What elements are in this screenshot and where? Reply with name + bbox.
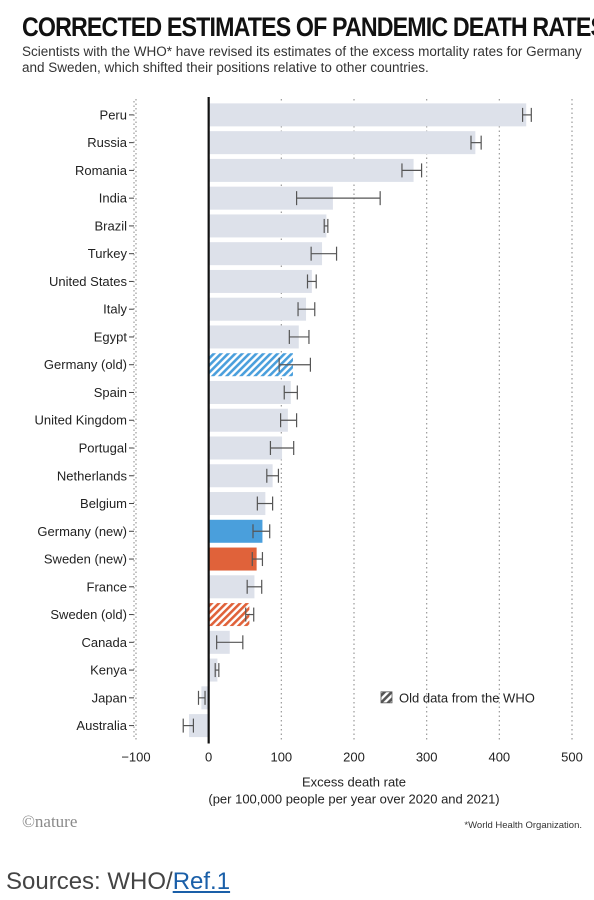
bar-germany-old — [208, 353, 293, 377]
error-bar-spain — [283, 385, 298, 400]
category-label: Australia — [76, 718, 127, 733]
category-label: United States — [49, 274, 128, 289]
x-tick-label: 0 — [205, 749, 212, 764]
error-bar-romania — [401, 163, 423, 178]
category-label: Peru — [100, 107, 127, 122]
error-bar-turkey — [310, 246, 338, 261]
category-label: Italy — [103, 302, 127, 317]
bar-russia — [208, 131, 476, 155]
error-bar-australia — [182, 718, 195, 733]
x-tick-label: 100 — [270, 749, 292, 764]
chart-subtitle: Scientists with the WHO* have revised it… — [22, 44, 582, 75]
error-bar-peru — [521, 107, 532, 122]
bar-united-kingdom — [208, 408, 288, 432]
category-label: Sweden (old) — [50, 607, 127, 622]
category-label: Germany (old) — [44, 357, 127, 372]
category-label: Turkey — [88, 246, 128, 261]
category-label: India — [99, 191, 128, 206]
chart-title: CORRECTED ESTIMATES OF PANDEMIC DEATH RA… — [22, 12, 594, 42]
bar-brazil — [208, 214, 327, 238]
category-labels: Peru Russia Romania India Brazil Turkey United… — [35, 107, 134, 733]
category-label: Germany (new) — [37, 524, 127, 539]
category-label: Brazil — [94, 218, 127, 233]
bar-netherlands — [208, 464, 273, 488]
sources-prefix: Sources: WHO/ — [6, 868, 173, 895]
error-bar-sweden-old — [245, 607, 255, 622]
bar-turkey — [208, 242, 323, 266]
error-bar-france — [246, 579, 263, 594]
category-label: Russia — [87, 135, 128, 150]
x-axis-title: Excess death rate — [302, 774, 406, 789]
error-bar-canada — [216, 635, 244, 650]
x-axis: −100 0 100 200 300 400 500 Excess death rate (pe… — [121, 97, 583, 806]
error-bar-germany-old — [278, 357, 311, 372]
bar-egypt — [208, 325, 299, 349]
footnote: *World Health Organization. — [464, 820, 582, 831]
bar-belgium — [208, 492, 266, 516]
sources-line: Sources: WHO/Ref.1 — [6, 868, 230, 896]
nature-logo: ©nature — [22, 812, 78, 831]
legend-hatch-swatch — [380, 691, 393, 704]
x-tick-label: 200 — [343, 749, 365, 764]
error-bar-india — [295, 191, 381, 206]
error-bar-sweden-new — [251, 552, 264, 567]
x-tick-label: 500 — [561, 749, 583, 764]
category-label: Belgium — [80, 496, 127, 511]
bar-romania — [208, 158, 414, 182]
error-bar-united-kingdom — [280, 413, 298, 428]
bar-france — [208, 575, 255, 599]
bar-spain — [208, 380, 291, 404]
error-bar-belgium — [256, 496, 274, 511]
category-label: Canada — [81, 635, 127, 650]
bars — [182, 103, 532, 738]
error-bar-netherlands — [266, 468, 280, 483]
bar-peru — [208, 103, 527, 127]
category-label: Spain — [94, 385, 127, 400]
error-bar-italy — [297, 302, 316, 317]
error-bar-russia — [470, 135, 482, 150]
x-tick-label: 400 — [488, 749, 510, 764]
category-label: Kenya — [90, 663, 128, 678]
sources-ref-link[interactable]: Ref.1 — [172, 868, 231, 895]
bar-chart: Peru Russia Romania India Brazil Turkey United… — [35, 97, 583, 806]
bar-united-states — [208, 269, 312, 293]
bar-sweden-new — [208, 547, 257, 571]
error-bar-egypt — [288, 329, 310, 344]
error-bar-united-states — [306, 274, 317, 289]
category-label: France — [87, 579, 127, 594]
grid-lines — [135, 99, 573, 742]
error-bar-japan — [197, 690, 206, 705]
x-tick-label: −100 — [121, 749, 150, 764]
error-bar-portugal — [269, 441, 295, 455]
x-tick-label: 300 — [416, 749, 438, 764]
category-label: Sweden (new) — [44, 552, 127, 567]
category-label: United Kingdom — [35, 413, 128, 428]
category-label: Romania — [75, 163, 128, 178]
category-label: Portugal — [79, 441, 128, 456]
error-bar-brazil — [323, 218, 329, 233]
bar-portugal — [208, 436, 283, 460]
bar-sweden-old — [208, 603, 250, 627]
category-label: Netherlands — [57, 468, 128, 483]
bar-kenya — [208, 658, 218, 682]
x-axis-subtitle: (per 100,000 people per year over 2020 a… — [208, 791, 499, 806]
bar-italy — [208, 297, 307, 321]
error-bar-kenya — [214, 663, 220, 678]
bar-india — [208, 186, 333, 210]
legend: Old data from the WHO — [380, 690, 535, 705]
error-bar-germany-new — [252, 524, 271, 539]
legend-label: Old data from the WHO — [399, 690, 535, 705]
category-label: Egypt — [94, 329, 128, 344]
bar-germany-new — [208, 519, 263, 543]
category-label: Japan — [92, 690, 127, 705]
